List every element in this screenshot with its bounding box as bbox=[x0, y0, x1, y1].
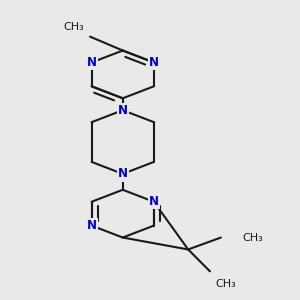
Text: N: N bbox=[87, 56, 97, 69]
Text: N: N bbox=[149, 56, 159, 69]
Text: N: N bbox=[149, 195, 159, 208]
Text: N: N bbox=[87, 219, 97, 232]
Text: N: N bbox=[118, 167, 128, 180]
Text: CH₃: CH₃ bbox=[63, 22, 84, 32]
Text: N: N bbox=[118, 104, 128, 117]
Text: CH₃: CH₃ bbox=[215, 279, 236, 289]
Text: CH₃: CH₃ bbox=[243, 232, 263, 242]
